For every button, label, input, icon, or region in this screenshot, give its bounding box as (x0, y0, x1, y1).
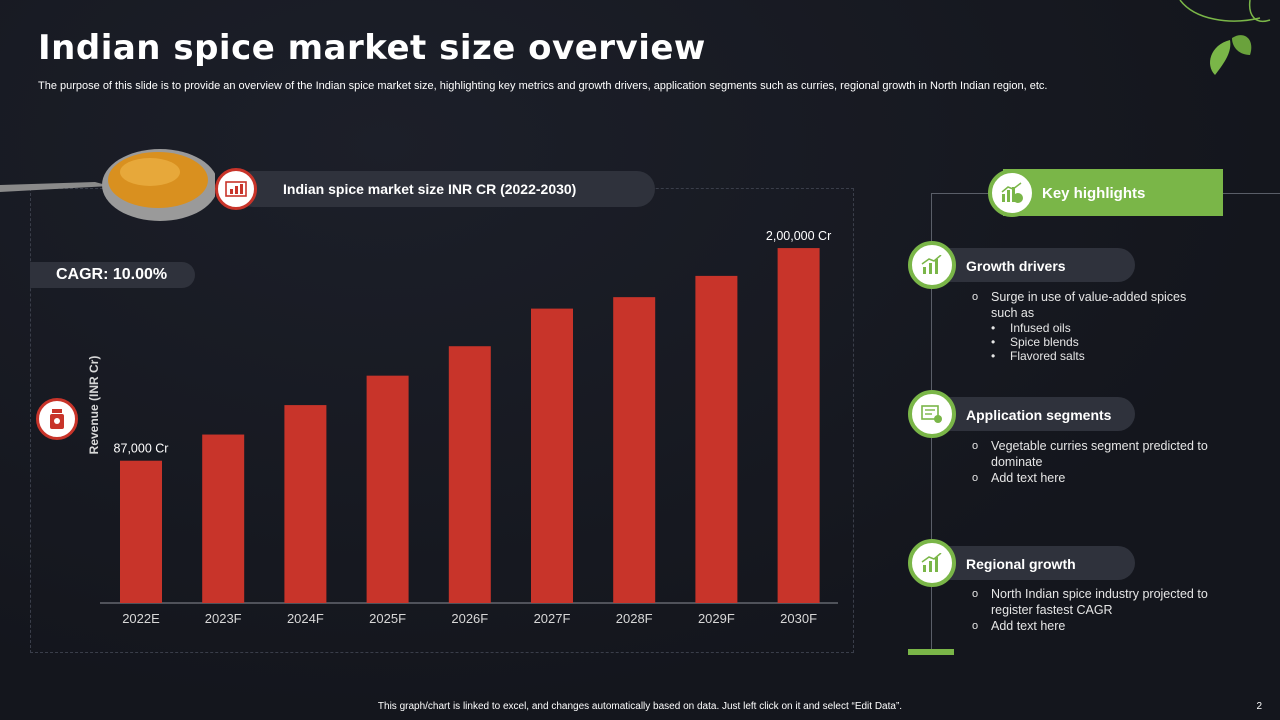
spice-jar-icon (36, 398, 78, 440)
x-tick-label: 2025F (369, 611, 406, 626)
data-label: 2,00,000 Cr (766, 229, 831, 243)
cagr-pill (30, 262, 195, 288)
bullet-dot-icon: • (991, 321, 996, 335)
y-axis-label: Revenue (INR Cr) (87, 355, 101, 455)
highlights-chart-icon (988, 169, 1036, 217)
bar-2029F (695, 275, 738, 603)
cagr-value: CAGR: 10.00% (56, 266, 168, 283)
bar-2028F (613, 297, 656, 603)
list-item-text: Surge in use of value-added spices such … (991, 290, 1187, 320)
sub-list-item: • Infused oils (972, 321, 1212, 335)
list-item-text: Add text here (991, 619, 1066, 633)
x-tick-label: 2027F (534, 611, 571, 626)
section-pill (932, 397, 1135, 431)
data-label: 87,000 Cr (114, 442, 169, 456)
bullet-circle-icon: o (972, 440, 979, 452)
bullet-circle-icon: o (972, 620, 979, 632)
key-highlights-banner (1003, 169, 1223, 216)
page-title: Indian spice market size overview (38, 28, 706, 68)
bar-2023F (202, 434, 245, 603)
list-item: o Add text here (972, 470, 1222, 486)
sub-list-item-text: Infused oils (1010, 321, 1071, 335)
bullet-dot-icon: • (991, 335, 996, 349)
section-title-application-segments: Application segments (966, 407, 1112, 423)
x-tick-label: 2024F (287, 611, 324, 626)
bar-2027F (531, 308, 573, 603)
bullet-dot-icon: • (991, 349, 996, 363)
section-pill (932, 248, 1135, 282)
sub-list-item: • Flavored salts (972, 349, 1212, 363)
x-tick-label: 2030F (780, 611, 817, 626)
bullet-circle-icon: o (972, 472, 979, 484)
bar-2030F (777, 248, 820, 603)
sub-list-item-text: Spice blends (1010, 335, 1079, 349)
key-highlights-title: Key highlights (1042, 185, 1146, 202)
x-tick-label: 2028F (616, 611, 653, 626)
list-item-text: North Indian spice industry projected to… (991, 587, 1208, 617)
list-item-text: Vegetable curries segment predicted to d… (991, 439, 1208, 469)
leaf-decoration-icon (1179, 0, 1271, 75)
regional-growth-list: o North Indian spice industry projected … (972, 586, 1227, 634)
revenue-chart-icon (215, 168, 257, 210)
footer-note: This graph/chart is linked to excel, and… (377, 701, 903, 712)
x-tick-label: 2023F (205, 611, 242, 626)
list-item-text: Add text here (991, 471, 1066, 485)
timeline-top-line-right (1222, 193, 1280, 194)
application-segments-list: o Vegetable curries segment predicted to… (972, 438, 1222, 486)
list-item: o Add text here (972, 618, 1227, 634)
section-title-regional-growth: Regional growth (966, 556, 1076, 572)
section-title-growth-drivers: Growth drivers (966, 258, 1066, 274)
list-item: o Surge in use of value-added spices suc… (972, 289, 1212, 321)
application-settings-icon (908, 390, 956, 438)
bar-2022E (120, 460, 162, 603)
bullet-circle-icon: o (972, 291, 979, 303)
bullet-circle-icon: o (972, 588, 979, 600)
growth-chart-icon (908, 241, 956, 289)
bar-2024F (284, 405, 327, 603)
list-item: o North Indian spice industry projected … (972, 586, 1227, 618)
regional-growth-icon (908, 539, 956, 587)
bar-2026F (448, 346, 491, 603)
timeline-top-line (931, 193, 989, 194)
bar-chart: 2022E 2023F 2024F 2025F 2026F 2027F 2028F 2029F… (100, 229, 838, 626)
x-tick-label: 2022E (122, 611, 160, 626)
list-item: o Vegetable curries segment predicted to… (972, 438, 1222, 470)
timeline-footer-bar (908, 649, 954, 655)
spoon-turmeric-icon (0, 149, 215, 221)
sub-list-item-text: Flavored salts (1010, 349, 1085, 363)
section-pill (932, 546, 1135, 580)
x-tick-label: 2029F (698, 611, 735, 626)
chart-title: Indian spice market size INR CR (2022-20… (283, 181, 577, 197)
growth-drivers-list: o Surge in use of value-added spices suc… (972, 289, 1212, 363)
x-tick-label: 2026F (451, 611, 488, 626)
chart-title-pill (235, 171, 655, 207)
bar-2025F (366, 375, 409, 603)
sub-list-item: • Spice blends (972, 335, 1212, 349)
page-number: 2 (1256, 701, 1262, 712)
page-subtitle: The purpose of this slide is to provide … (38, 80, 1048, 92)
